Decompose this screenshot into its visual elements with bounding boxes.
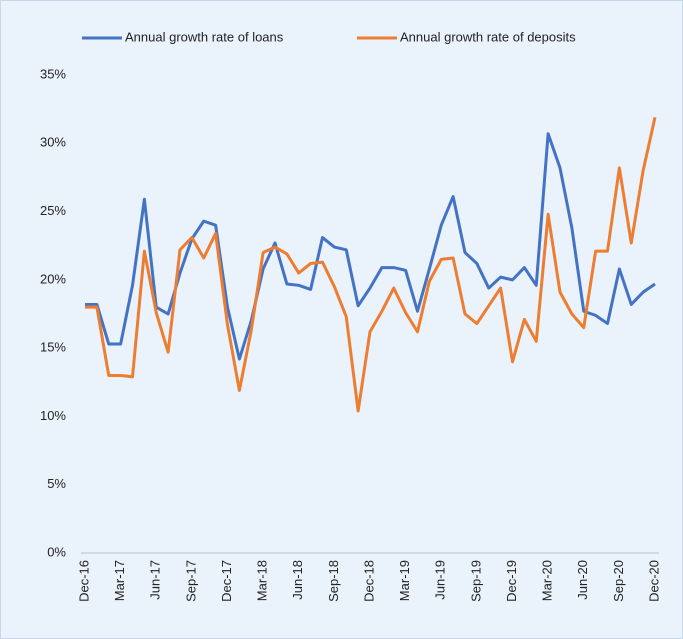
- x-tick-label: Dec-16: [76, 560, 91, 602]
- y-tick-label: 25%: [40, 203, 66, 218]
- y-tick-label: 15%: [40, 340, 66, 355]
- x-tick-label: Mar-17: [112, 560, 127, 601]
- y-tick-label: 20%: [40, 271, 66, 286]
- x-tick-label: Mar-20: [540, 560, 555, 601]
- series-line: [85, 117, 657, 413]
- x-tick-label: Sep-18: [326, 560, 341, 602]
- x-tick-label: Sep-20: [611, 560, 626, 602]
- x-tick-label: Dec-19: [504, 560, 519, 602]
- x-tick-label: Jun-17: [148, 560, 163, 600]
- x-tick-label: Sep-19: [468, 560, 483, 602]
- legend-label: Annual growth rate of deposits: [400, 29, 576, 44]
- y-tick-label: 10%: [40, 408, 66, 423]
- x-tick-label: Mar-19: [397, 560, 412, 601]
- x-tick-label: Jun-18: [290, 560, 305, 600]
- legend-label: Annual growth rate of loans: [125, 29, 284, 44]
- x-tick-label: Dec-20: [646, 560, 661, 602]
- x-tick-label: Sep-17: [183, 560, 198, 602]
- x-tick-label: Jun-20: [575, 560, 590, 600]
- x-tick-label: Dec-17: [219, 560, 234, 602]
- series-line: [85, 132, 656, 361]
- x-tick-label: Dec-18: [361, 560, 376, 602]
- y-tick-label: 35%: [40, 66, 66, 81]
- y-tick-label: 30%: [40, 135, 66, 150]
- x-tick-label: Mar-18: [255, 560, 270, 601]
- y-tick-label: 5%: [47, 476, 66, 491]
- x-tick-label: Jun-19: [433, 560, 448, 600]
- y-tick-label: 0%: [47, 544, 66, 559]
